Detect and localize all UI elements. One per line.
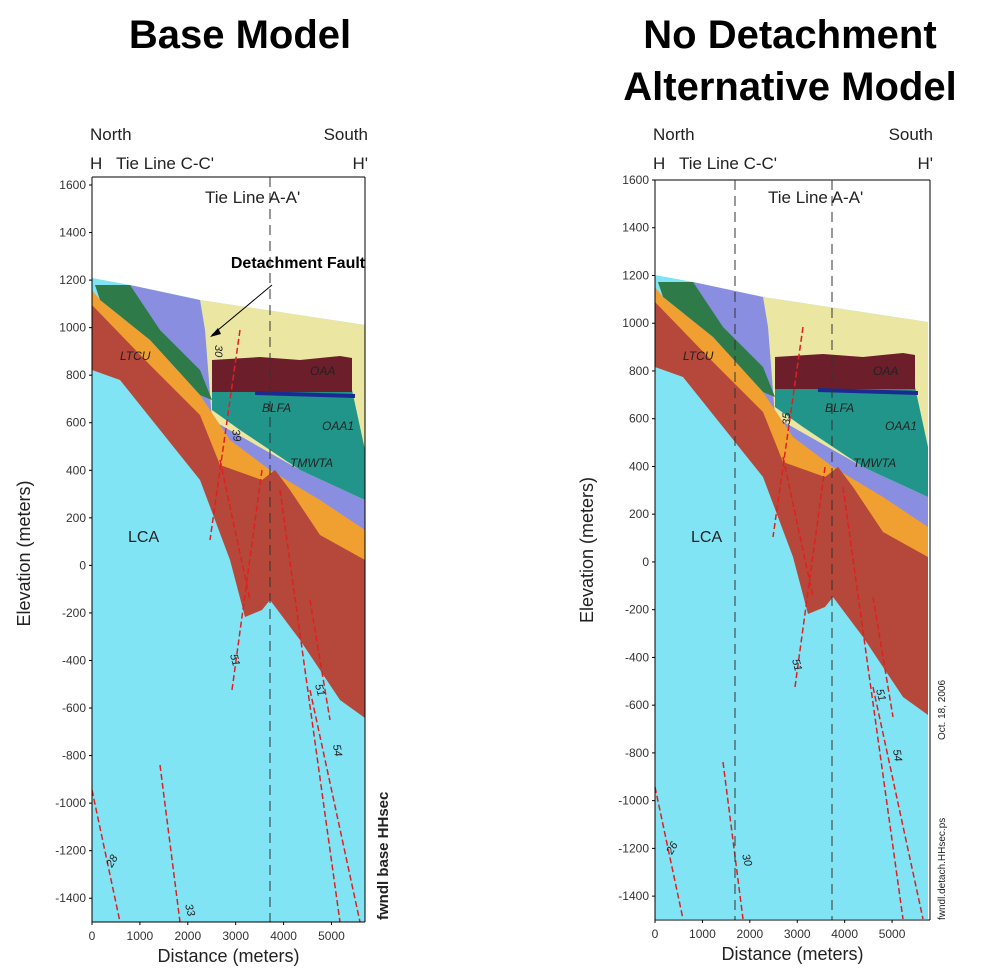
y-tick-label: 200 [66,511,86,525]
unit-label: BLFA [825,401,854,415]
y-tick-label: -1200 [55,844,86,858]
unit-label: TMWTA [290,456,333,470]
x-tick-label: 0 [89,929,96,943]
y-tick-label: 1200 [622,268,649,282]
y-tick-label: -1400 [618,889,649,903]
dip-label: 51 [789,658,804,673]
dip-label: 51 [227,653,242,668]
dip-label: 39 [229,428,243,442]
panel-title: No Detachment [643,13,936,57]
unit-label: LTCU [683,349,714,363]
y-tick-label: 0 [79,558,86,572]
y-tick-label: -1200 [618,841,649,855]
unit-label: LTCU [120,349,151,363]
north-label: North [90,125,132,144]
y-tick-label: 1200 [59,273,86,287]
south-label: South [889,125,933,144]
x-tick-label: 4000 [270,929,297,943]
panel-title: Alternative Model [623,65,956,109]
y-tick-label: 1400 [622,221,649,235]
side-note: Oct. 18, 2006 [937,680,948,740]
section-start: H [653,154,665,173]
dip-label: 30 [739,853,754,869]
x-axis-label: Distance (meters) [721,944,863,964]
dip-label: 54 [330,743,344,757]
north-label: North [653,125,695,144]
x-tick-label: 1000 [689,927,716,941]
x-tick-label: 4000 [831,927,858,941]
y-tick-label: 400 [629,459,649,473]
y-axis-label: Elevation (meters) [14,480,34,626]
y-tick-label: 800 [66,368,86,382]
tie-line-label: Tie Line A-A' [768,188,863,207]
cross-section-right [653,180,930,921]
cross-section-left [92,185,365,922]
unit-label: LCA [691,529,722,546]
dip-label: 54 [890,748,904,762]
unit-label: OAA1 [885,419,917,433]
tie-line-label: Tie Line C-C' [679,154,777,173]
arrow-head [210,328,221,337]
y-tick-label: -800 [625,746,649,760]
y-tick-label: 0 [642,555,649,569]
x-axis-label: Distance (meters) [157,946,299,966]
tie-line-label: Tie Line A-A' [205,188,300,207]
y-tick-label: 200 [629,507,649,521]
section-end: H' [352,154,368,173]
y-tick-label: -600 [62,701,86,715]
dip-label: 51 [873,688,888,703]
x-tick-label: 2000 [174,929,201,943]
side-note: fwndl.detach.HHsec.ps [937,818,948,920]
y-tick-label: 600 [66,416,86,430]
tie-line-label: Tie Line C-C' [116,154,214,173]
y-tick-label: -400 [62,653,86,667]
x-tick-label: 2000 [736,927,763,941]
y-tick-label: -200 [625,603,649,617]
y-tick-label: -400 [625,650,649,664]
y-tick-label: 1000 [59,321,86,335]
south-label: South [324,125,368,144]
unit-label: BLFA [262,401,291,415]
x-tick-label: 5000 [879,927,906,941]
dip-label: 33 [182,903,197,919]
y-tick-label: -1400 [55,891,86,905]
x-tick-label: 3000 [222,929,249,943]
section-start: H [90,154,102,173]
x-tick-label: 3000 [784,927,811,941]
y-tick-label: -1000 [618,794,649,808]
unit-label: OAA [873,364,898,378]
section-end: H' [917,154,933,173]
dip-label: 30 [212,345,224,358]
unit-label: LCA [128,529,159,546]
y-tick-label: 1600 [59,178,86,192]
annotation: Detachment Fault [231,255,366,272]
y-tick-label: -600 [625,698,649,712]
x-tick-label: 5000 [318,929,345,943]
annotation-arrow [211,284,273,336]
y-tick-label: 1400 [59,226,86,240]
y-tick-label: 1600 [622,173,649,187]
y-axis-label: Elevation (meters) [577,477,597,623]
dip-label: 51 [312,683,327,698]
y-tick-label: -1000 [55,796,86,810]
x-tick-label: 1000 [127,929,154,943]
panel-title: Base Model [129,13,351,57]
y-tick-label: 800 [629,364,649,378]
unit-label: TMWTA [853,456,896,470]
y-tick-label: -800 [62,749,86,763]
y-tick-label: -200 [62,606,86,620]
y-tick-label: 1000 [622,316,649,330]
unit-label: OAA1 [322,419,354,433]
y-tick-label: 400 [66,463,86,477]
unit-label: OAA [310,364,335,378]
y-tick-label: 600 [629,412,649,426]
side-note: fwndl base HHsec [375,792,392,920]
x-tick-label: 0 [652,927,659,941]
dip-label: 35 [781,412,793,425]
